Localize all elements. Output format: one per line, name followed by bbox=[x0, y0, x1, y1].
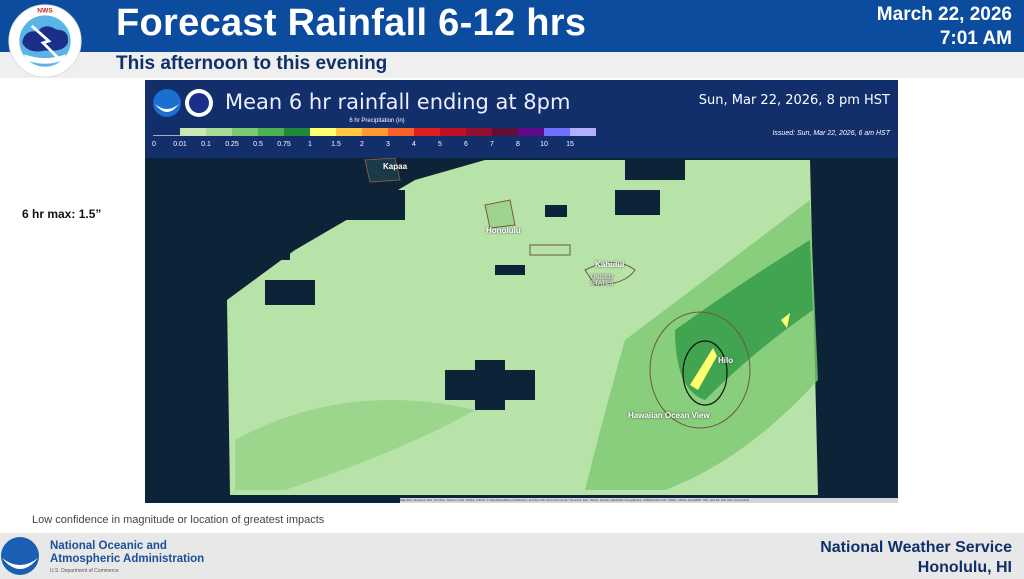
molokai-outline bbox=[529, 244, 571, 256]
map-attribution: Map Esri | Sources: Esri, TomTom, Garmin… bbox=[400, 498, 898, 503]
issue-time: 7:01 AM bbox=[939, 28, 1012, 49]
legend-tick-label: 0.75 bbox=[277, 141, 291, 148]
department-label: U.S. Department of Commerce bbox=[50, 568, 119, 574]
header-bar bbox=[0, 0, 1024, 52]
maui-outline bbox=[584, 262, 636, 286]
legend-tick-label: 8 bbox=[516, 141, 520, 148]
legend-tick-label: 0 bbox=[152, 141, 156, 148]
nws-logo-icon: NWS bbox=[8, 4, 82, 78]
issue-date: March 22, 2026 bbox=[876, 4, 1012, 25]
issue-datetime: March 22, 2026 7:01 AM bbox=[877, 3, 1012, 51]
legend-tick-label: 7 bbox=[490, 141, 494, 148]
kauai-outline bbox=[364, 157, 401, 183]
oahu-outline bbox=[484, 199, 516, 229]
page-subtitle: This afternoon to this evening bbox=[116, 53, 388, 74]
legend-tick-label: 0.01 bbox=[173, 141, 187, 148]
legend-tick-label: 0.25 bbox=[225, 141, 239, 148]
map-header: Mean 6 hr rainfall ending at 8pm Sun, Ma… bbox=[145, 80, 898, 158]
rainfall-map: Mean 6 hr rainfall ending at 8pm Sun, Ma… bbox=[145, 80, 898, 503]
legend-colorbar bbox=[180, 128, 596, 136]
rainfall-max-area bbox=[781, 313, 790, 328]
legend-swatch bbox=[232, 128, 258, 136]
legend-tick-label: 0.5 bbox=[253, 141, 263, 148]
place-label-kahului: Kahului bbox=[595, 260, 625, 269]
legend-swatch bbox=[492, 128, 518, 136]
max-rainfall-note: 6 hr max: 1.5” bbox=[22, 207, 102, 221]
legend-swatch bbox=[544, 128, 570, 136]
place-label-united-states: UNITED STATES bbox=[590, 275, 614, 287]
legend-swatch bbox=[310, 128, 336, 136]
legend-tick-label: 5 bbox=[438, 141, 442, 148]
nws-office: National Weather Service Honolulu, HI bbox=[820, 538, 1012, 578]
noaa-nws-logos-icon bbox=[153, 89, 213, 117]
rainfall-streak bbox=[235, 400, 475, 490]
legend-swatch bbox=[518, 128, 544, 136]
legend-title: 6 hr Precipitation (in) bbox=[349, 118, 405, 124]
place-label-honolulu: Honolulu bbox=[486, 226, 521, 235]
legend-swatch bbox=[388, 128, 414, 136]
legend-tick-label: 2 bbox=[360, 141, 364, 148]
max-rain-circle bbox=[682, 340, 728, 406]
issued-time: Issued: Sun, Mar 22, 2026, 6 am HST bbox=[772, 130, 890, 137]
legend-swatch bbox=[440, 128, 466, 136]
legend-tick-label: 15 bbox=[566, 141, 574, 148]
legend-swatch bbox=[570, 128, 596, 136]
legend-tick-label: 3 bbox=[386, 141, 390, 148]
place-label-hilo: Hilo bbox=[718, 356, 734, 365]
place-label-ocean-view: Hawaiian Ocean View bbox=[628, 411, 710, 420]
noaa-name: National Oceanic and Atmospheric Administ… bbox=[50, 540, 204, 566]
legend-swatch bbox=[284, 128, 310, 136]
confidence-note: Low confidence in magnitude or location … bbox=[32, 514, 325, 526]
legend-swatch bbox=[180, 128, 206, 136]
rainfall-map-graphic bbox=[227, 157, 818, 495]
legend-swatch bbox=[206, 128, 232, 136]
place-label-kapaa: Kapaa bbox=[383, 162, 408, 171]
subtitle-bar bbox=[0, 52, 1024, 78]
footer-bar bbox=[0, 533, 1024, 579]
legend-zero-segment bbox=[153, 135, 180, 136]
legend-swatch bbox=[258, 128, 284, 136]
legend-swatch bbox=[336, 128, 362, 136]
noaa-name-line2: Atmospheric Administration bbox=[50, 553, 205, 565]
legend-tick-label: 4 bbox=[412, 141, 416, 148]
map-title: Mean 6 hr rainfall ending at 8pm bbox=[225, 90, 571, 114]
page-title: Forecast Rainfall 6-12 hrs bbox=[116, 2, 587, 44]
legend-tick-label: 6 bbox=[464, 141, 468, 148]
svg-text:NWS: NWS bbox=[37, 8, 53, 15]
legend-tick-label: 10 bbox=[540, 141, 548, 148]
nws-location: Honolulu, HI bbox=[917, 559, 1012, 576]
rainfall-max-area bbox=[690, 348, 717, 390]
legend-swatch bbox=[362, 128, 388, 136]
legend-tick-label: 1.5 bbox=[331, 141, 341, 148]
legend-swatch bbox=[414, 128, 440, 136]
legend-tick-label: 1 bbox=[308, 141, 312, 148]
noaa-name-line1: National Oceanic and bbox=[50, 540, 167, 552]
legend-swatch bbox=[466, 128, 492, 136]
noaa-logo-icon bbox=[1, 537, 39, 575]
valid-time: Sun, Mar 22, 2026, 8 pm HST bbox=[698, 93, 890, 108]
big-island-outline bbox=[649, 311, 751, 429]
nws-name: National Weather Service bbox=[820, 539, 1012, 556]
legend-tick-label: 0.1 bbox=[201, 141, 211, 148]
dry-areas bbox=[230, 160, 685, 410]
